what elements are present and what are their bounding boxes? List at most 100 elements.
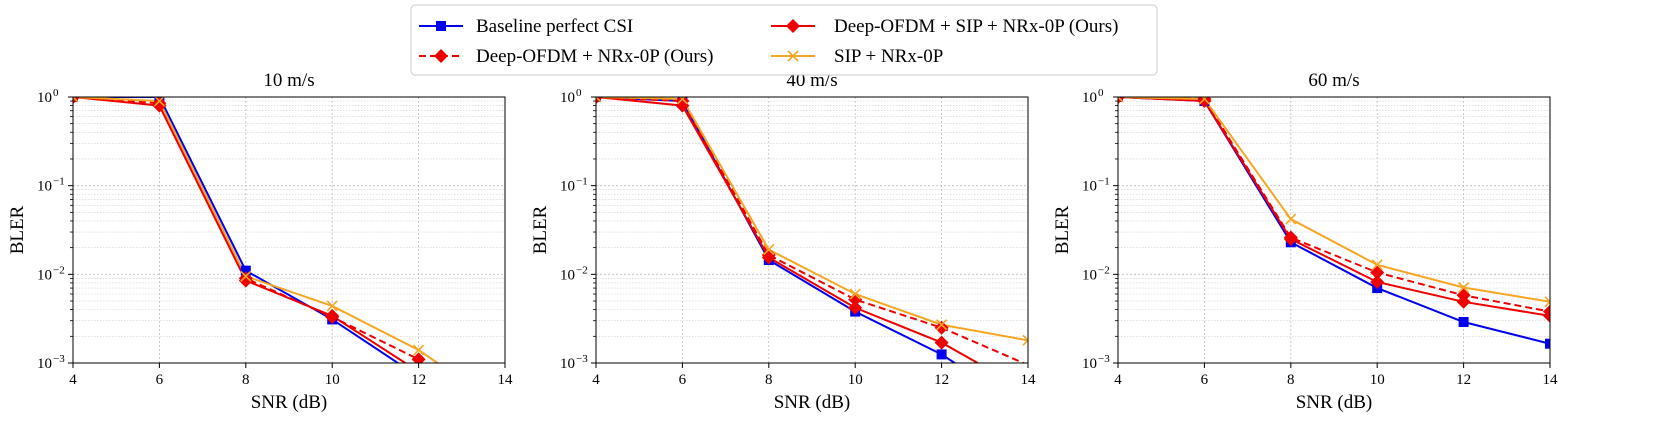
legend-entry-deep-ofdm-nrx-0p-ours: Deep-OFDM + NRx-0P (Ours) xyxy=(419,46,713,67)
x-tick-label: 4 xyxy=(592,372,600,388)
data-point-deep-ofdm-nrx-0p-ours xyxy=(325,310,340,325)
data-point-deep-ofdm-nrx-0p-ours xyxy=(411,352,426,363)
series-line-baseline-perfect-csi xyxy=(596,97,957,363)
data-point-deep-ofdm-nrx-0p-ours xyxy=(1283,230,1298,245)
legend-entry-baseline-perfect-csi: Baseline perfect CSI xyxy=(419,16,633,37)
data-point-sip-nrx-0p xyxy=(763,244,775,256)
data-point-baseline-perfect-csi xyxy=(1458,317,1469,328)
y-tick-label: 10 xyxy=(1082,267,1097,283)
data-point-sip-nrx-0p xyxy=(936,319,948,331)
y-tick-exponent: 0 xyxy=(576,87,582,99)
y-tick-label: 10 xyxy=(1082,356,1097,372)
data-point-sip-nrx-0p xyxy=(326,300,338,312)
legend-marker xyxy=(787,50,799,62)
data-point-deep-ofdm-nrx-0p-ours xyxy=(848,292,863,307)
legend-label: Deep-OFDM + SIP + NRx-0P (Ours) xyxy=(834,16,1118,37)
x-tick-label: 12 xyxy=(934,372,949,388)
y-tick-exponent: −1 xyxy=(576,176,588,188)
x-tick-label: 4 xyxy=(1114,372,1122,388)
panel-title: 60 m/s xyxy=(1308,70,1359,91)
x-tick-label: 8 xyxy=(1287,372,1295,388)
x-tick-label: 4 xyxy=(69,372,77,388)
x-tick-label: 14 xyxy=(498,372,514,388)
grid xyxy=(595,96,1029,364)
x-tick-label: 10 xyxy=(325,372,340,388)
data-point-deep-ofdm-nrx-0p-ours xyxy=(152,97,167,111)
y-tick-label: 10 xyxy=(560,179,575,195)
data-point-sip-nrx-0p xyxy=(1371,259,1383,271)
y-tick-label: 10 xyxy=(1082,90,1097,106)
data-point-deep-ofdm-nrx-0p-ours xyxy=(238,271,253,286)
x-tick-label: 10 xyxy=(1370,372,1385,388)
y-tick-exponent: −2 xyxy=(576,264,588,276)
x-tick-label: 8 xyxy=(765,372,773,388)
panel-title: 10 m/s xyxy=(263,70,314,91)
x-tick-label: 12 xyxy=(1456,372,1471,388)
series-line-deep-ofdm-nrx-0p-ours xyxy=(73,97,420,361)
x-axis-label: SNR (dB) xyxy=(774,392,851,413)
x-tick-label: 14 xyxy=(1021,372,1037,388)
y-axis-label: BLER xyxy=(530,205,551,254)
data-point-deep-ofdm-nrx-0p-ours xyxy=(1543,304,1550,319)
data-point-deep-ofdm-nrx-0p-ours xyxy=(934,320,949,335)
x-tick-label: 6 xyxy=(156,372,164,388)
data-point-sip-nrx-0p xyxy=(153,97,165,107)
legend-marker xyxy=(434,49,448,63)
series-group xyxy=(1118,97,1550,349)
x-tick-label: 6 xyxy=(1201,372,1209,388)
legend-entry-deep-ofdm-sip-nrx-0p-ours: Deep-OFDM + SIP + NRx-0P (Ours) xyxy=(771,16,1118,37)
y-tick-label: 10 xyxy=(560,90,575,106)
x-axis-label: SNR (dB) xyxy=(251,392,328,413)
x-tick-label: 8 xyxy=(242,372,250,388)
x-axis-label: SNR (dB) xyxy=(1296,392,1373,413)
data-point-sip-nrx-0p xyxy=(1198,97,1210,105)
legend-marker xyxy=(786,19,800,33)
series-line-deep-ofdm-nrx-0p-ours xyxy=(1118,97,1550,313)
legend-label: Deep-OFDM + NRx-0P (Ours) xyxy=(476,46,713,67)
series-line-deep-ofdm-nrx-0p-ours xyxy=(596,97,1026,363)
y-axis-label: BLER xyxy=(1052,205,1073,254)
series-line-sip-nrx-0p xyxy=(596,97,1028,342)
data-point-sip-nrx-0p xyxy=(849,288,861,300)
grid xyxy=(72,96,506,364)
y-tick-exponent: −3 xyxy=(1098,353,1110,365)
legend-entry-sip-nrx-0p: SIP + NRx-0P xyxy=(771,46,943,67)
y-tick-label: 10 xyxy=(37,179,52,195)
series-line-sip-nrx-0p xyxy=(1118,97,1550,303)
data-point-sip-nrx-0p xyxy=(240,270,252,282)
data-point-deep-ofdm-nrx-0p-ours xyxy=(675,97,690,109)
x-tick-label: 6 xyxy=(679,372,687,388)
legend: Baseline perfect CSI Deep-OFDM + SIP + NR… xyxy=(410,4,1158,76)
x-tick-label: 12 xyxy=(411,372,426,388)
data-point-sip-nrx-0p xyxy=(73,97,79,103)
y-tick-exponent: 0 xyxy=(1098,87,1104,99)
series-line-deep-ofdm-sip-nrx-0p-ours xyxy=(596,97,980,363)
legend-marker xyxy=(436,21,446,31)
series-line-baseline-perfect-csi xyxy=(1118,97,1550,345)
data-point-deep-ofdm-nrx-0p-ours xyxy=(761,248,776,263)
data-point-sip-nrx-0p xyxy=(413,344,425,356)
data-point-baseline-perfect-csi xyxy=(1545,338,1550,349)
data-point-sip-nrx-0p xyxy=(1285,213,1297,225)
data-point-deep-ofdm-nrx-0p-ours xyxy=(1197,97,1212,106)
series-group xyxy=(596,97,1028,363)
data-point-sip-nrx-0p xyxy=(1118,97,1124,103)
y-tick-exponent: −1 xyxy=(1098,176,1110,188)
y-axis-label: BLER xyxy=(7,205,28,254)
y-tick-exponent: −1 xyxy=(53,176,65,188)
y-tick-label: 10 xyxy=(560,267,575,283)
grid xyxy=(1117,96,1551,364)
axes-frame xyxy=(1117,96,1551,364)
data-point-sip-nrx-0p xyxy=(1458,281,1470,294)
legend-frame xyxy=(410,4,1158,76)
y-tick-label: 10 xyxy=(37,90,52,106)
x-tick-label: 10 xyxy=(848,372,863,388)
series-line-deep-ofdm-sip-nrx-0p-ours xyxy=(1118,97,1550,317)
data-point-sip-nrx-0p xyxy=(1544,296,1550,308)
data-point-deep-ofdm-sip-nrx-0p-ours xyxy=(848,300,863,315)
data-point-deep-ofdm-sip-nrx-0p-ours xyxy=(934,335,949,350)
